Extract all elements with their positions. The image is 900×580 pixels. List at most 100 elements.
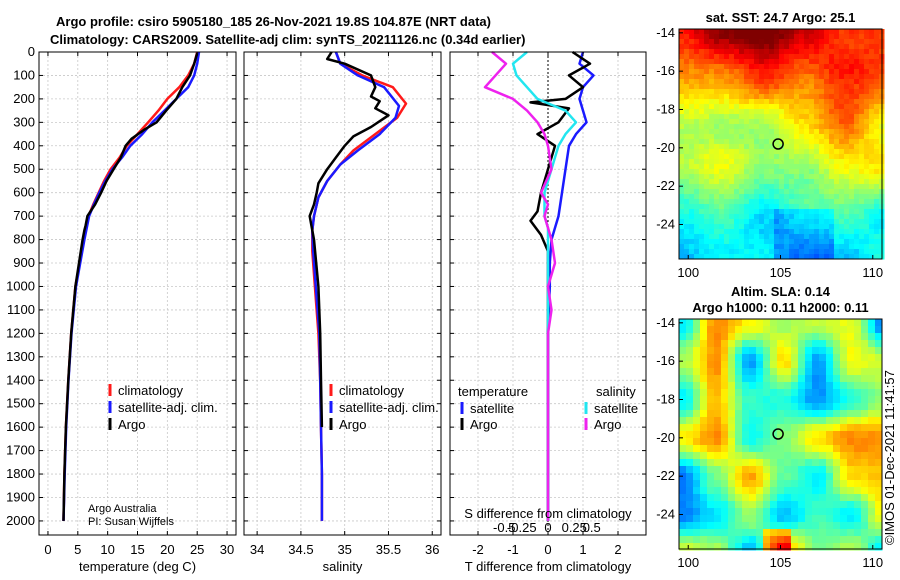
map-pixel [779, 149, 785, 155]
map-pixel [844, 144, 850, 150]
map-pixel [754, 214, 760, 220]
map-pixel [864, 164, 870, 170]
map-pixel [791, 410, 799, 418]
map-pixel [763, 515, 771, 523]
map-pixel [693, 501, 701, 509]
map-pixel [859, 69, 865, 75]
map-pixel [798, 368, 806, 376]
map-pixel [859, 199, 865, 205]
y-tick-label: 1400 [6, 372, 35, 387]
map-pixel [839, 69, 845, 75]
map-pixel [770, 389, 778, 397]
map-pixel [839, 134, 845, 140]
map-pixel [719, 189, 725, 195]
map-pixel [869, 189, 875, 195]
y-tick-label: 700 [13, 208, 35, 223]
map-pixel [814, 239, 820, 245]
map-pixel [840, 473, 848, 481]
map-pixel [679, 382, 687, 390]
map-pixel [679, 224, 685, 230]
map-pixel [799, 134, 805, 140]
map-pixel [719, 89, 725, 95]
map-pixel [684, 64, 690, 70]
map-pixel [834, 169, 840, 175]
map-pixel [789, 149, 795, 155]
map-pixel [794, 34, 800, 40]
map-pixel [728, 340, 736, 348]
map-pixel [868, 459, 876, 467]
map-pixel [693, 529, 701, 537]
map-pixel [875, 466, 883, 474]
map-pixel [734, 164, 740, 170]
map-pixel [849, 119, 855, 125]
map-pixel [770, 368, 778, 376]
map-pixel [789, 129, 795, 135]
map-pixel [809, 184, 815, 190]
map-pixel [844, 54, 850, 60]
map-pixel [744, 219, 750, 225]
map-pixel [805, 403, 813, 411]
map-pixel [809, 144, 815, 150]
map-pixel [734, 64, 740, 70]
map-pixel [719, 144, 725, 150]
map-pixel [714, 368, 722, 376]
map-pixel [686, 473, 694, 481]
map-pixel [829, 174, 835, 180]
annotation-line1: Argo Australia [88, 503, 157, 515]
map-pixel [744, 44, 750, 50]
map-pixel [684, 254, 690, 260]
map-pixel [824, 119, 830, 125]
map-pixel [774, 44, 780, 50]
map-pixel [759, 224, 765, 230]
map-pixel [714, 417, 722, 425]
map-pixel [854, 229, 860, 235]
map-pixel [799, 29, 805, 35]
map-pixel [774, 199, 780, 205]
map-pixel [769, 179, 775, 185]
map-pixel [854, 536, 862, 544]
map-pixel [764, 169, 770, 175]
map-pixel [814, 99, 820, 105]
map-pixel [826, 473, 834, 481]
map-pixel [839, 109, 845, 115]
map-pixel [756, 522, 764, 530]
map-pixel [739, 119, 745, 125]
map-pixel [805, 522, 813, 530]
map-pixel [749, 431, 757, 439]
map-pixel [721, 326, 729, 334]
map-pixel [791, 466, 799, 474]
map-pixel [874, 124, 880, 130]
map-pixel [693, 515, 701, 523]
map-pixel [721, 347, 729, 355]
map-pixel [739, 139, 745, 145]
map-pixel [809, 194, 815, 200]
map-pixel [700, 522, 708, 530]
map-pixel [699, 84, 705, 90]
map-pixel [812, 340, 820, 348]
map-pixel [728, 403, 736, 411]
map-pixel [847, 340, 855, 348]
map-pixel [735, 333, 743, 341]
map-pixel [847, 466, 855, 474]
map-pixel [854, 189, 860, 195]
map-pixel [734, 159, 740, 165]
map-pixel [829, 184, 835, 190]
map-pixel [707, 389, 715, 397]
map-pixel [799, 64, 805, 70]
map-pixel [769, 174, 775, 180]
map-pixel [824, 139, 830, 145]
map-pixel [829, 74, 835, 80]
map-pixel [869, 69, 875, 75]
map-pixel [854, 144, 860, 150]
map-pixel [874, 99, 880, 105]
map-pixel [809, 64, 815, 70]
map-pixel [833, 536, 841, 544]
map-pixel [749, 244, 755, 250]
map-pixel [770, 438, 778, 446]
map-pixel [854, 164, 860, 170]
map-pixel [693, 403, 701, 411]
map-pixel [754, 39, 760, 45]
map-pixel [791, 319, 799, 327]
map-pixel [734, 39, 740, 45]
map-pixel [709, 109, 715, 115]
